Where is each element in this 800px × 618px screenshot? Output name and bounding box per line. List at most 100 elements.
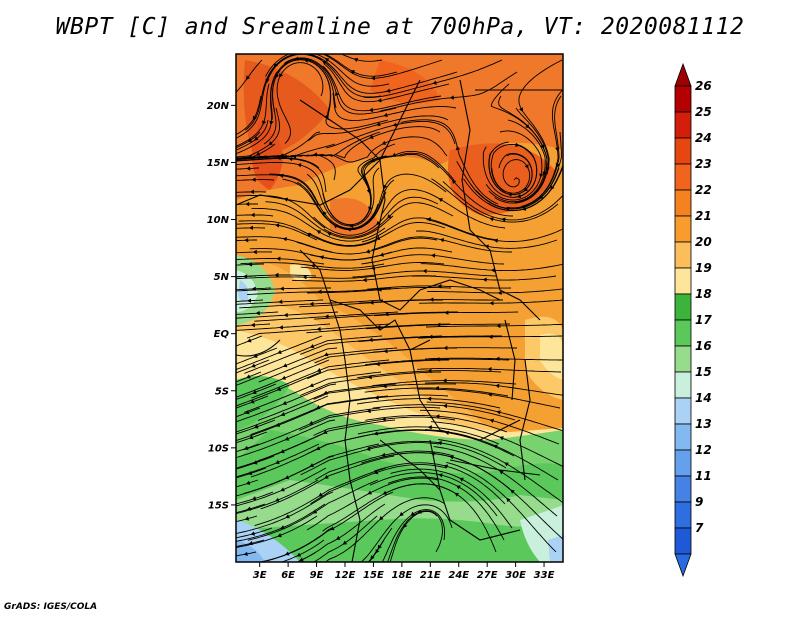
streamline-arrow: [459, 477, 464, 482]
wbpt-shading: [236, 54, 563, 562]
streamline-arrow: [282, 237, 287, 242]
streamline-arrow: [515, 142, 520, 147]
streamline-arrow: [245, 410, 250, 415]
streamline-arrow: [251, 286, 256, 291]
streamline-arrow: [442, 378, 447, 383]
map-frame: [235, 53, 564, 563]
streamline-arrow: [504, 462, 509, 467]
lon-tick-label: 6E: [281, 570, 295, 581]
streamline-arrow: [383, 349, 388, 354]
streamline-arrow: [430, 451, 435, 456]
streamline-arrow: [545, 166, 550, 172]
streamline-arrow: [316, 230, 322, 235]
streamline-arrow: [521, 206, 527, 211]
streamline-arrow: [250, 189, 254, 194]
streamline-arrow: [399, 511, 404, 517]
streamline-arrow: [427, 368, 432, 374]
streamline-arrow: [327, 232, 332, 237]
colorbar-swatch: [674, 319, 692, 347]
colorbar-swatch: [674, 345, 692, 373]
colorbar-label: 20: [695, 235, 712, 249]
streamline-arrow: [303, 58, 309, 63]
streamline-arrow: [377, 98, 382, 103]
streamline-arrow: [384, 312, 389, 317]
streamline-arrow: [366, 408, 371, 414]
streamline-arrow: [247, 471, 253, 476]
streamline-arrow: [283, 197, 289, 202]
streamline-arrow: [277, 533, 282, 538]
colorbar-label: 14: [695, 391, 712, 405]
streamline-arrow: [490, 268, 495, 273]
streamline-arrow: [427, 396, 432, 401]
streamline-arrow: [443, 403, 448, 409]
streamline-arrow: [249, 225, 253, 230]
streamline-arrow: [422, 268, 427, 274]
streamline-arrow: [274, 272, 279, 278]
streamline-arrow: [437, 284, 442, 289]
streamline-arrow: [417, 509, 422, 514]
lon-tick-label: 15E: [363, 570, 384, 581]
streamline-arrow: [449, 455, 454, 460]
colorbar-label: 26: [695, 79, 712, 93]
streamline-arrows: [243, 56, 560, 562]
streamline-arrow: [322, 60, 327, 65]
colorbar-label: 15: [695, 365, 712, 379]
streamline-arrow: [324, 474, 329, 479]
colorbar-swatch: [674, 215, 692, 243]
streamline-arrow: [254, 136, 259, 141]
streamline-arrow: [482, 277, 487, 282]
streamline-arrow: [439, 238, 445, 243]
streamline-arrow: [280, 525, 285, 530]
streamline-arrow: [323, 352, 329, 357]
colorbar-label: 16: [695, 339, 712, 353]
colorbar-label: 25: [695, 105, 712, 119]
streamline-arrow: [250, 212, 255, 218]
colorbar-label: 23: [695, 157, 712, 171]
streamline-arrow: [334, 91, 339, 96]
streamline-arrow: [365, 249, 370, 254]
streamline-arrow: [555, 147, 560, 152]
streamline-arrow: [247, 155, 252, 160]
colorbar-swatch: [674, 189, 692, 217]
colorbar-swatch: [674, 501, 692, 529]
streamline-arrow: [250, 531, 255, 536]
lon-tick-label: 24E: [448, 570, 469, 581]
colorbar: 26 25 24 23 22 21 20 19 18 17 16 15 14 13 12 11 9 7: [674, 62, 712, 578]
streamline-arrow: [273, 63, 278, 68]
streamline-arrow: [342, 540, 348, 545]
streamline-arrow: [246, 374, 251, 379]
streamline-arrow: [250, 399, 255, 404]
streamline-arrow: [379, 252, 384, 257]
streamline-arrow: [247, 338, 252, 343]
streamline-arrow: [255, 310, 260, 316]
streamline-arrow: [302, 275, 307, 280]
longitude-axis: 3E 6E 9E 12E 15E 18E 21E 24E 27E 30E 33E: [253, 562, 555, 581]
streamline-arrow: [333, 224, 338, 229]
colorbar-swatch: [674, 293, 692, 321]
streamline-arrow: [516, 194, 522, 199]
streamline-arrow: [255, 151, 261, 156]
streamline-arrow: [280, 412, 286, 417]
streamline-arrow: [253, 460, 258, 465]
streamline-arrow: [284, 436, 290, 441]
streamline-arrow: [319, 255, 324, 260]
streamline-arrow: [391, 152, 397, 157]
streamline-arrow: [506, 497, 511, 503]
streamline-arrow: [525, 124, 530, 129]
streamline-arrow: [248, 541, 253, 546]
lon-tick-label: 9E: [310, 570, 324, 581]
streamline-arrow: [542, 171, 547, 176]
streamline-arrow: [310, 263, 316, 269]
streamline-arrow: [382, 490, 388, 495]
streamline-arrow: [309, 383, 314, 388]
streamline-arrow: [244, 238, 249, 243]
streamline-arrow: [245, 201, 250, 207]
streamline-arrow: [489, 301, 494, 306]
streamline-arrow: [284, 551, 290, 556]
streamline-arrow: [455, 145, 461, 151]
streamline-arrow: [278, 299, 283, 304]
streamline-arrow: [247, 298, 252, 303]
lat-tick-label: 5S: [215, 386, 229, 397]
streamline-arrow: [284, 475, 290, 480]
streamline-arrow: [484, 244, 489, 249]
